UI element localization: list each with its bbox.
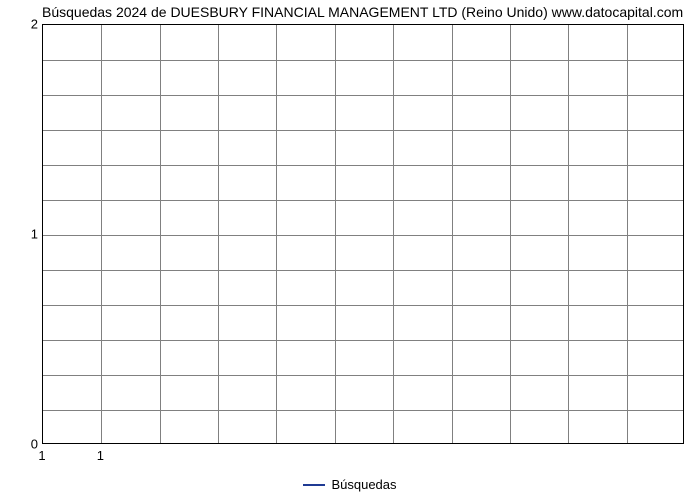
y-tick-label: 2 <box>24 17 38 32</box>
gridline-v <box>160 25 161 443</box>
gridline-v <box>627 25 628 443</box>
gridline-v <box>101 25 102 443</box>
gridline-v <box>568 25 569 443</box>
gridline-v <box>393 25 394 443</box>
gridline-v <box>335 25 336 443</box>
x-tick-label: 1 <box>97 448 104 463</box>
plot-area <box>42 24 684 444</box>
chart-title: Búsquedas 2024 de DUESBURY FINANCIAL MAN… <box>42 4 683 20</box>
gridline-h <box>43 200 683 201</box>
gridline-h <box>43 305 683 306</box>
y-tick-label: 0 <box>24 437 38 452</box>
gridline-h <box>43 410 683 411</box>
gridline-v <box>218 25 219 443</box>
gridline-h <box>43 270 683 271</box>
gridline-v <box>276 25 277 443</box>
legend-label: Búsquedas <box>331 477 396 492</box>
gridline-h <box>43 165 683 166</box>
legend: Búsquedas <box>0 477 700 492</box>
gridline-h <box>43 95 683 96</box>
gridline-h <box>43 375 683 376</box>
gridline-h <box>43 130 683 131</box>
chart-container: Búsquedas 2024 de DUESBURY FINANCIAL MAN… <box>0 0 700 500</box>
gridline-h <box>43 235 683 236</box>
gridline-v <box>510 25 511 443</box>
gridline-h <box>43 60 683 61</box>
y-tick-label: 1 <box>24 227 38 242</box>
gridline-v <box>452 25 453 443</box>
x-tick-label: 1 <box>38 448 45 463</box>
gridline-h <box>43 340 683 341</box>
legend-swatch-icon <box>303 484 325 486</box>
